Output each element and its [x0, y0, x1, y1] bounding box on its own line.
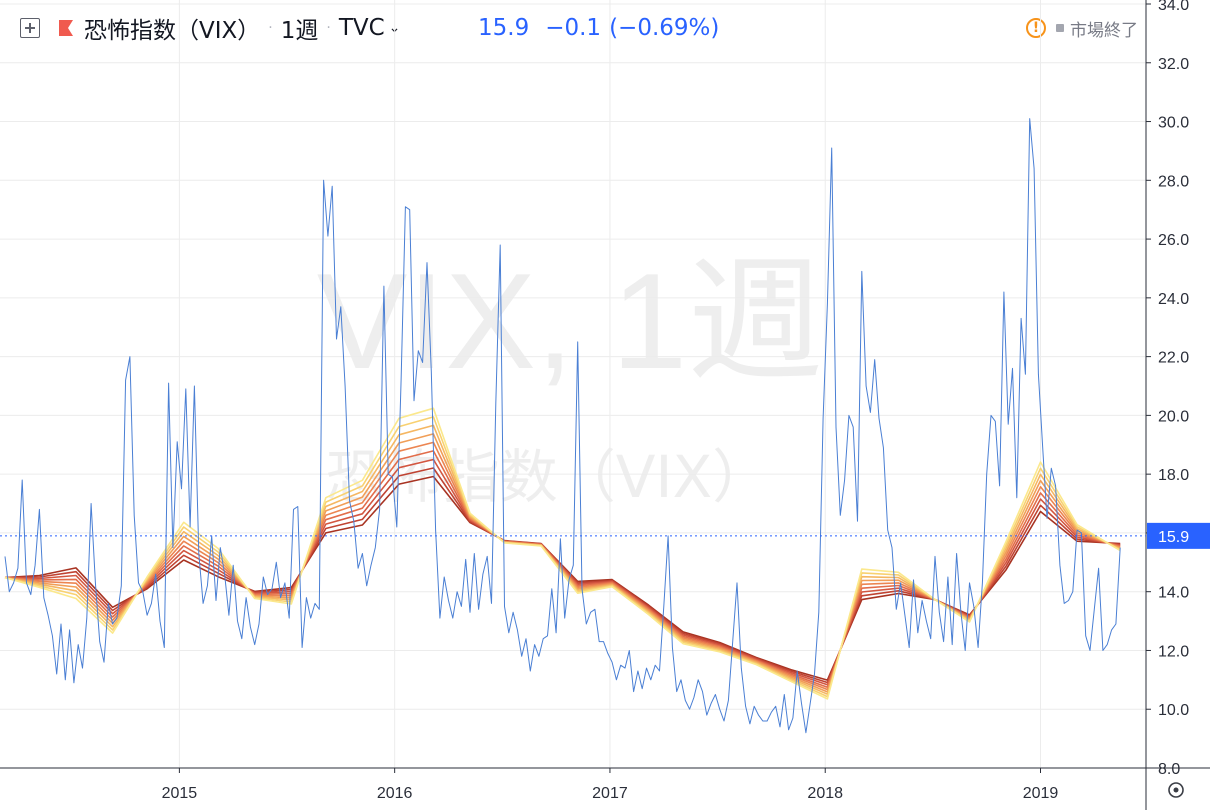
y-tick-label-3: 14.0: [1158, 585, 1189, 602]
status-dot-icon: [1056, 24, 1064, 32]
expand-legend-icon[interactable]: [20, 18, 40, 38]
market-status-label: 市場終了: [1070, 20, 1138, 41]
separator-dot: ·: [268, 20, 273, 36]
market-status: ! 市場終了: [1026, 12, 1138, 44]
y-tick-label-1: 10.0: [1158, 702, 1189, 719]
y-tick-label-0: 8.0: [1158, 761, 1180, 778]
y-tick-label-12: 32.0: [1158, 56, 1189, 73]
price-values: 15.9 −0.1 (−0.69%): [478, 12, 719, 44]
settings-gear-icon[interactable]: [1168, 782, 1184, 798]
price-series: [4, 118, 1121, 734]
x-tick-label-2: 2017: [592, 785, 628, 802]
x-tick-label-4: 2019: [1023, 785, 1059, 802]
symbol-name[interactable]: 恐怖指数（VIX）: [84, 18, 261, 44]
interval-label[interactable]: 1週: [280, 18, 319, 44]
alert-icon[interactable]: !: [1026, 18, 1046, 38]
exchange-label[interactable]: TVC: [338, 15, 385, 41]
last-price-badge: [1147, 522, 1210, 549]
x-tick-label-1: 2016: [377, 785, 413, 802]
x-tick-label-3: 2018: [807, 785, 843, 802]
y-tick-label-2: 12.0: [1158, 643, 1189, 660]
y-tick-label-8: 24.0: [1158, 291, 1189, 308]
y-tick-label-7: 22.0: [1158, 350, 1189, 367]
price-change: −0.1: [545, 15, 602, 41]
last-price: 15.9: [478, 15, 530, 41]
symbol-flag-icon[interactable]: [58, 19, 74, 37]
watermark-title: 恐怖指数（VIX）: [326, 443, 771, 511]
y-tick-label-6: 20.0: [1158, 408, 1189, 425]
y-tick-label-11: 30.0: [1158, 115, 1189, 132]
y-tick-label-5: 18.0: [1158, 467, 1189, 484]
y-tick-label-9: 26.0: [1158, 232, 1189, 249]
vix-price-line: [4, 118, 1121, 734]
x-tick-label-0: 2015: [162, 785, 198, 802]
watermark-symbol: VIX, 1週: [317, 245, 823, 397]
price-change-pct: (−0.69%): [609, 15, 720, 41]
y-tick-label-10: 28.0: [1158, 173, 1189, 190]
separator-dot-2: ·: [326, 20, 331, 36]
last-price-badge-label: 15.9: [1158, 529, 1189, 546]
y-tick-label-13: 34.0: [1158, 0, 1189, 14]
